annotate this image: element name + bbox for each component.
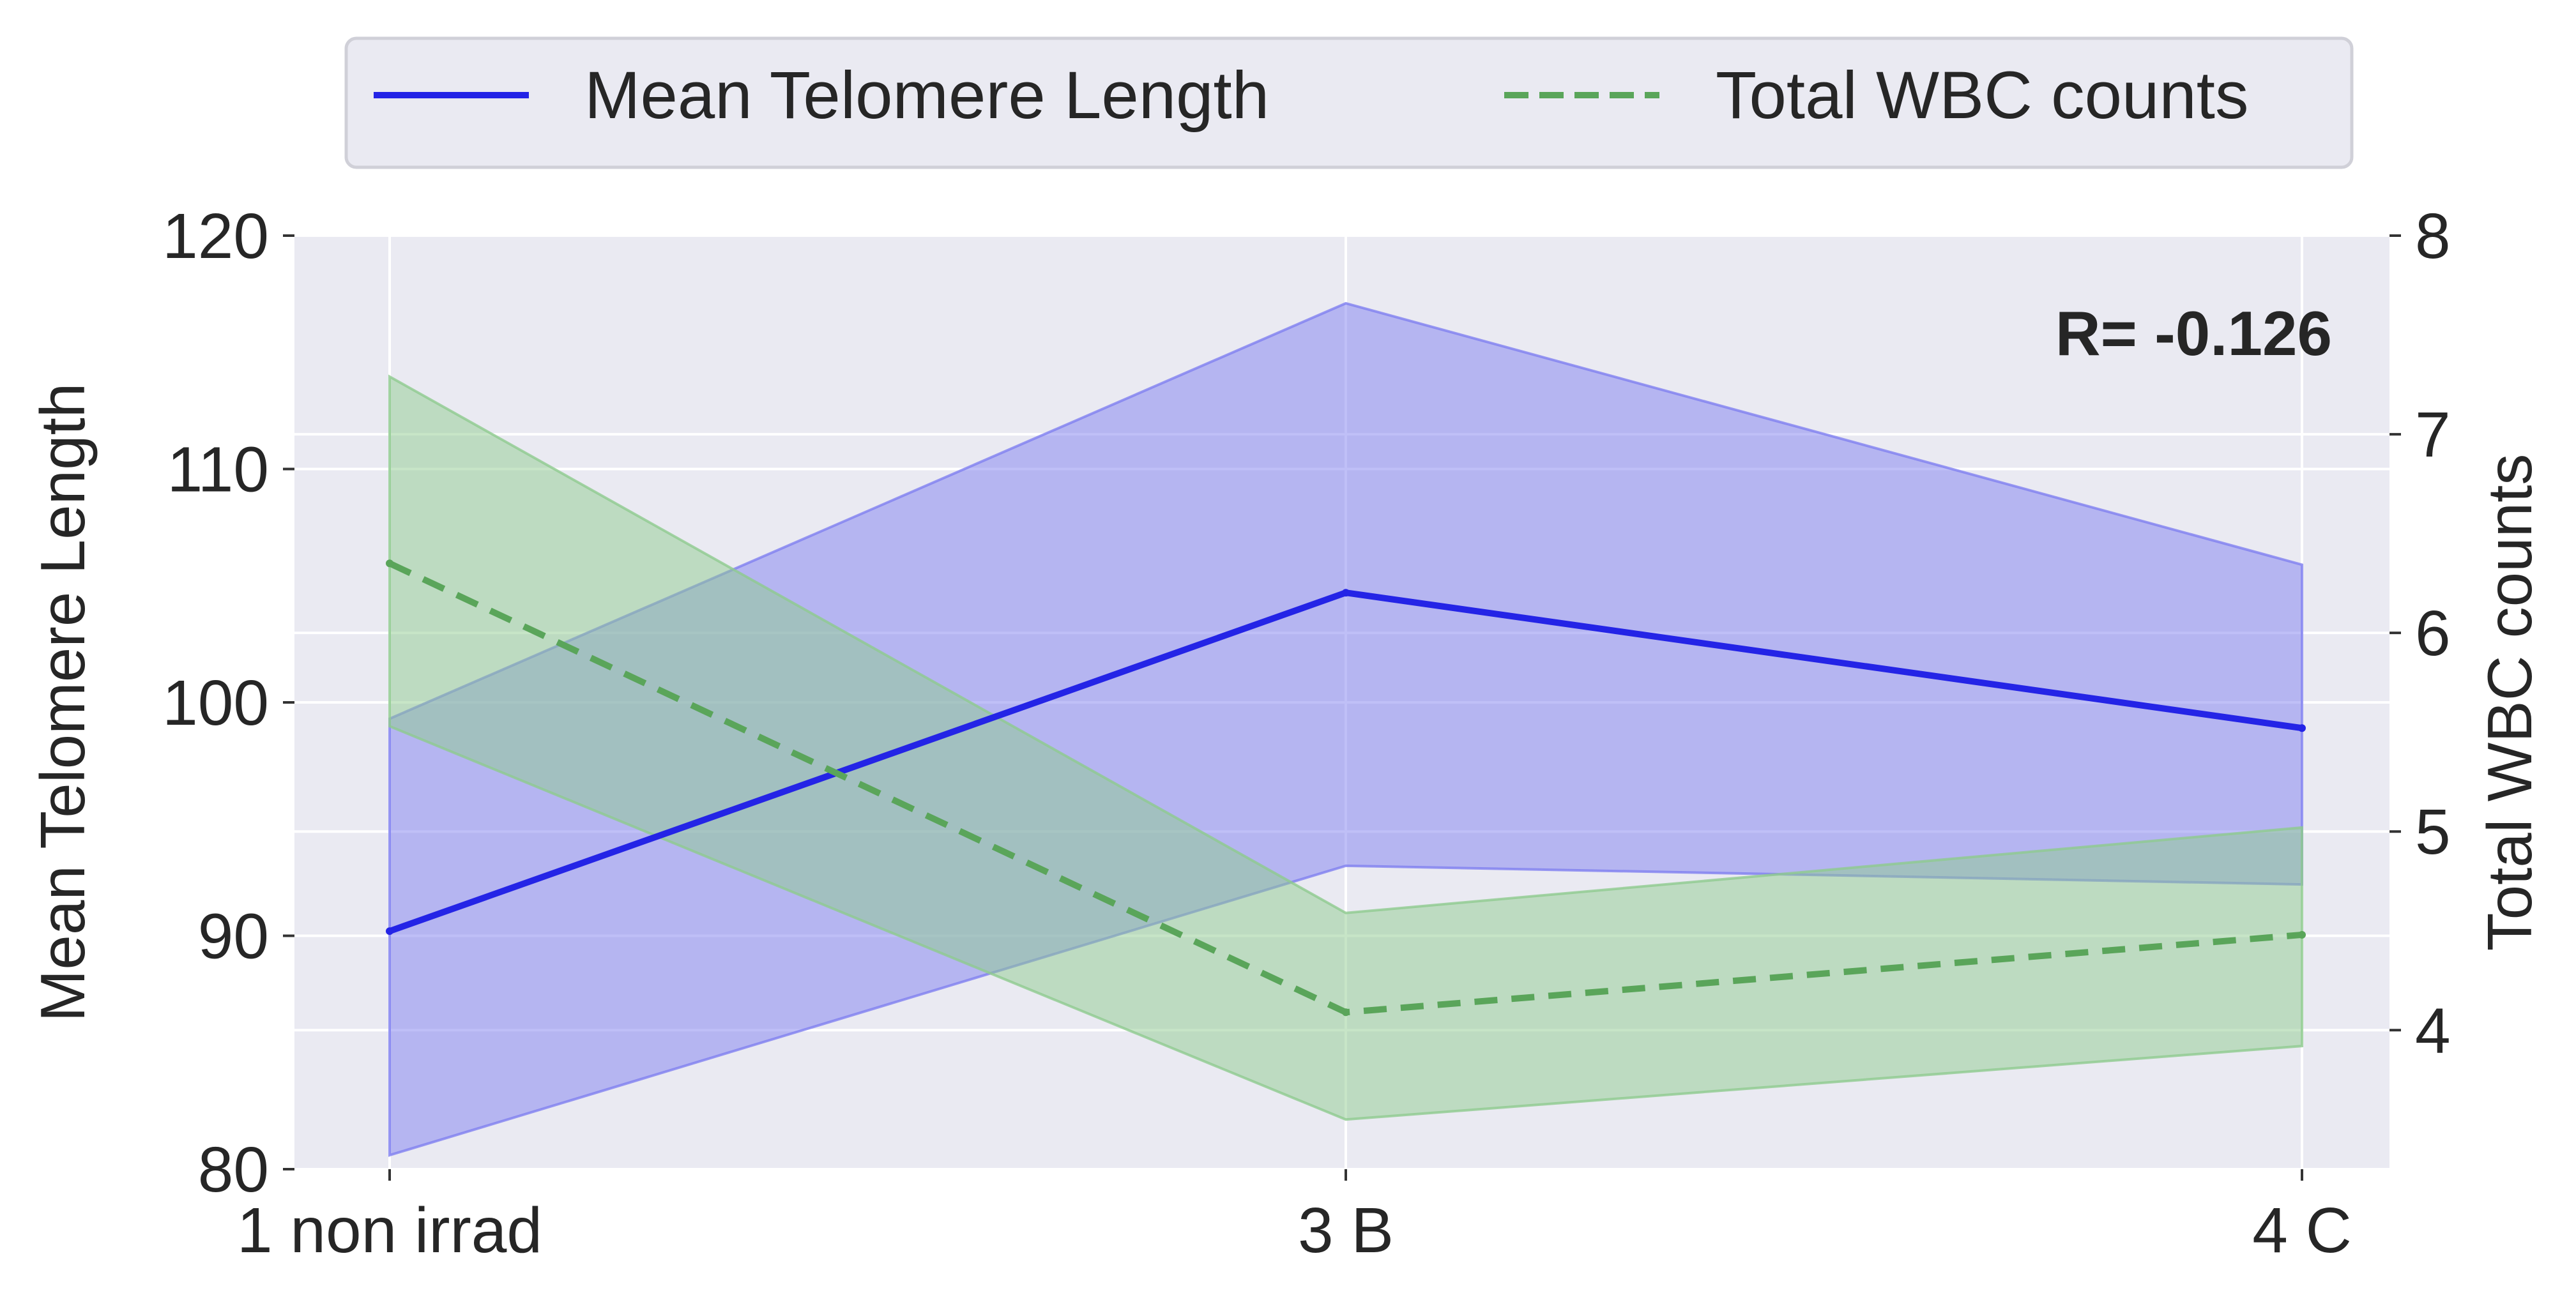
x-tick-label: 1 non irrad [237,1195,542,1266]
wbc-data-point [1342,1008,1350,1017]
right-tick-label: 6 [2415,598,2451,669]
x-tick-label: 3 B [1298,1195,1394,1266]
confidence-bands [388,301,2303,1157]
telomere-data-point [2298,724,2306,732]
telomere-data-point [1342,589,1350,597]
right-tick-label: 5 [2415,796,2451,868]
legend-label-wbc: Total WBC counts [1716,58,2248,133]
series-lines [386,559,2306,1017]
axis-ticks: 1 non irrad 3 B 4 C 80 90 100 110 120 4 5 6 7 8 [162,201,2450,1266]
left-tick-label: 80 [198,1134,269,1206]
x-tick-label: 4 C [2252,1195,2352,1266]
left-tick-label: 120 [162,201,269,272]
left-axis-label: Mean Telomere Length [27,383,98,1022]
telomere-data-point [386,927,393,935]
right-tick-label: 4 [2415,995,2451,1066]
right-axis-label: Total WBC counts [2474,454,2545,951]
right-tick-label: 8 [2415,201,2451,272]
legend: Mean Telomere Length Total WBC counts [344,36,2354,169]
legend-label-telomere: Mean Telomere Length [584,58,1269,133]
left-tick-label: 110 [167,434,269,506]
left-tick-label: 100 [162,667,269,739]
wbc-confidence-band [388,374,2303,1121]
legend-box [344,36,2354,169]
right-tick-label: 7 [2415,399,2451,471]
wbc-data-point [2298,930,2306,939]
correlation-annotation: R= -0.126 [2055,298,2332,368]
left-tick-label: 90 [198,901,269,973]
wbc-data-point [386,559,393,568]
